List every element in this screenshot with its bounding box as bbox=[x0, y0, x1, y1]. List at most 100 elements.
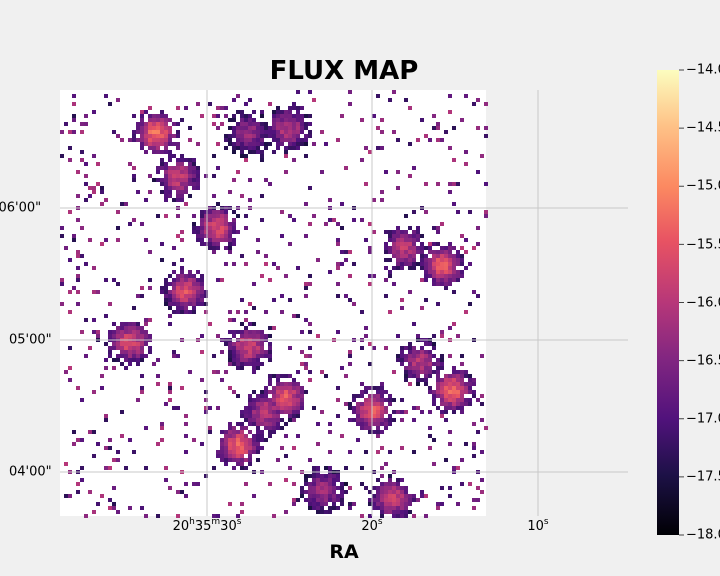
flux-pixel bbox=[388, 394, 392, 398]
flux-pixel bbox=[248, 354, 252, 358]
flux-pixel bbox=[392, 498, 396, 502]
flux-pixel bbox=[236, 514, 240, 518]
flux-pixel bbox=[228, 438, 232, 442]
flux-pixel bbox=[272, 134, 276, 138]
flux-pixel bbox=[436, 254, 440, 258]
flux-pixel bbox=[180, 290, 184, 294]
flux-pixel bbox=[144, 354, 148, 358]
flux-pixel bbox=[236, 310, 240, 314]
flux-pixel bbox=[464, 442, 468, 446]
flux-pixel bbox=[144, 110, 148, 114]
flux-pixel bbox=[120, 354, 124, 358]
flux-pixel bbox=[292, 142, 296, 146]
flux-pixel bbox=[296, 398, 300, 402]
flux-pixel bbox=[448, 430, 452, 434]
flux-pixel bbox=[184, 186, 188, 190]
flux-pixel bbox=[236, 438, 240, 442]
flux-pixel bbox=[228, 234, 232, 238]
flux-pixel bbox=[124, 330, 128, 334]
flux-pixel bbox=[436, 382, 440, 386]
flux-pixel bbox=[272, 430, 276, 434]
flux-pixel bbox=[76, 302, 80, 306]
flux-pixel bbox=[420, 242, 424, 246]
flux-pixel bbox=[428, 350, 432, 354]
flux-pixel bbox=[232, 334, 236, 338]
flux-pixel bbox=[408, 366, 412, 370]
flux-pixel bbox=[460, 246, 464, 250]
flux-pixel bbox=[68, 290, 72, 294]
flux-pixel bbox=[164, 146, 168, 150]
flux-pixel bbox=[208, 430, 212, 434]
flux-pixel bbox=[276, 402, 280, 406]
flux-pixel bbox=[244, 310, 248, 314]
flux-pixel bbox=[276, 382, 280, 386]
flux-pixel bbox=[436, 226, 440, 230]
flux-pixel bbox=[244, 446, 248, 450]
flux-pixel bbox=[428, 266, 432, 270]
flux-pixel bbox=[180, 238, 184, 242]
flux-pixel bbox=[148, 318, 152, 322]
flux-pixel bbox=[212, 370, 216, 374]
flux-pixel bbox=[432, 274, 436, 278]
flux-pixel bbox=[292, 418, 296, 422]
flux-pixel bbox=[396, 246, 400, 250]
flux-pixel bbox=[300, 406, 304, 410]
flux-pixel bbox=[396, 354, 400, 358]
flux-pixel bbox=[68, 210, 72, 214]
flux-pixel bbox=[312, 214, 316, 218]
flux-pixel bbox=[316, 506, 320, 510]
flux-pixel bbox=[340, 202, 344, 206]
flux-pixel bbox=[368, 422, 372, 426]
flux-pixel bbox=[376, 394, 380, 398]
flux-pixel bbox=[248, 142, 252, 146]
flux-pixel bbox=[168, 306, 172, 310]
flux-pixel bbox=[328, 198, 332, 202]
flux-pixel bbox=[252, 450, 256, 454]
flux-pixel bbox=[456, 210, 460, 214]
flux-pixel bbox=[332, 486, 336, 490]
flux-pixel bbox=[140, 294, 144, 298]
flux-pixel bbox=[172, 246, 176, 250]
flux-pixel bbox=[452, 466, 456, 470]
flux-pixel bbox=[176, 194, 180, 198]
flux-pixel bbox=[232, 350, 236, 354]
flux-pixel bbox=[428, 386, 432, 390]
flux-pixel bbox=[308, 90, 312, 94]
flux-pixel bbox=[472, 290, 476, 294]
flux-pixel bbox=[324, 498, 328, 502]
flux-pixel bbox=[268, 430, 272, 434]
flux-pixel bbox=[428, 274, 432, 278]
flux-pixel bbox=[256, 362, 260, 366]
flux-pixel bbox=[160, 438, 164, 442]
flux-pixel bbox=[180, 186, 184, 190]
flux-pixel bbox=[164, 186, 168, 190]
flux-pixel bbox=[96, 162, 100, 166]
flux-pixel bbox=[404, 242, 408, 246]
flux-pixel bbox=[324, 482, 328, 486]
flux-pixel bbox=[328, 466, 332, 470]
flux-pixel bbox=[320, 498, 324, 502]
flux-pixel bbox=[424, 362, 428, 366]
flux-pixel bbox=[416, 138, 420, 142]
flux-pixel bbox=[292, 102, 296, 106]
flux-pixel bbox=[348, 350, 352, 354]
flux-pixel bbox=[188, 194, 192, 198]
flux-pixel bbox=[140, 386, 144, 390]
flux-pixel bbox=[264, 134, 268, 138]
flux-pixel bbox=[76, 250, 80, 254]
flux-pixel bbox=[244, 142, 248, 146]
flux-pixel bbox=[256, 446, 260, 450]
flux-pixel bbox=[472, 498, 476, 502]
flux-pixel bbox=[188, 310, 192, 314]
flux-pixel bbox=[460, 234, 464, 238]
flux-pixel bbox=[176, 170, 180, 174]
flux-pixel bbox=[208, 222, 212, 226]
flux-pixel bbox=[256, 334, 260, 338]
flux-pixel bbox=[232, 354, 236, 358]
flux-pixel bbox=[256, 250, 260, 254]
flux-pixel bbox=[152, 126, 156, 130]
flux-pixel bbox=[424, 298, 428, 302]
flux-pixel bbox=[444, 254, 448, 258]
flux-pixel bbox=[448, 250, 452, 254]
flux-pixel bbox=[456, 374, 460, 378]
